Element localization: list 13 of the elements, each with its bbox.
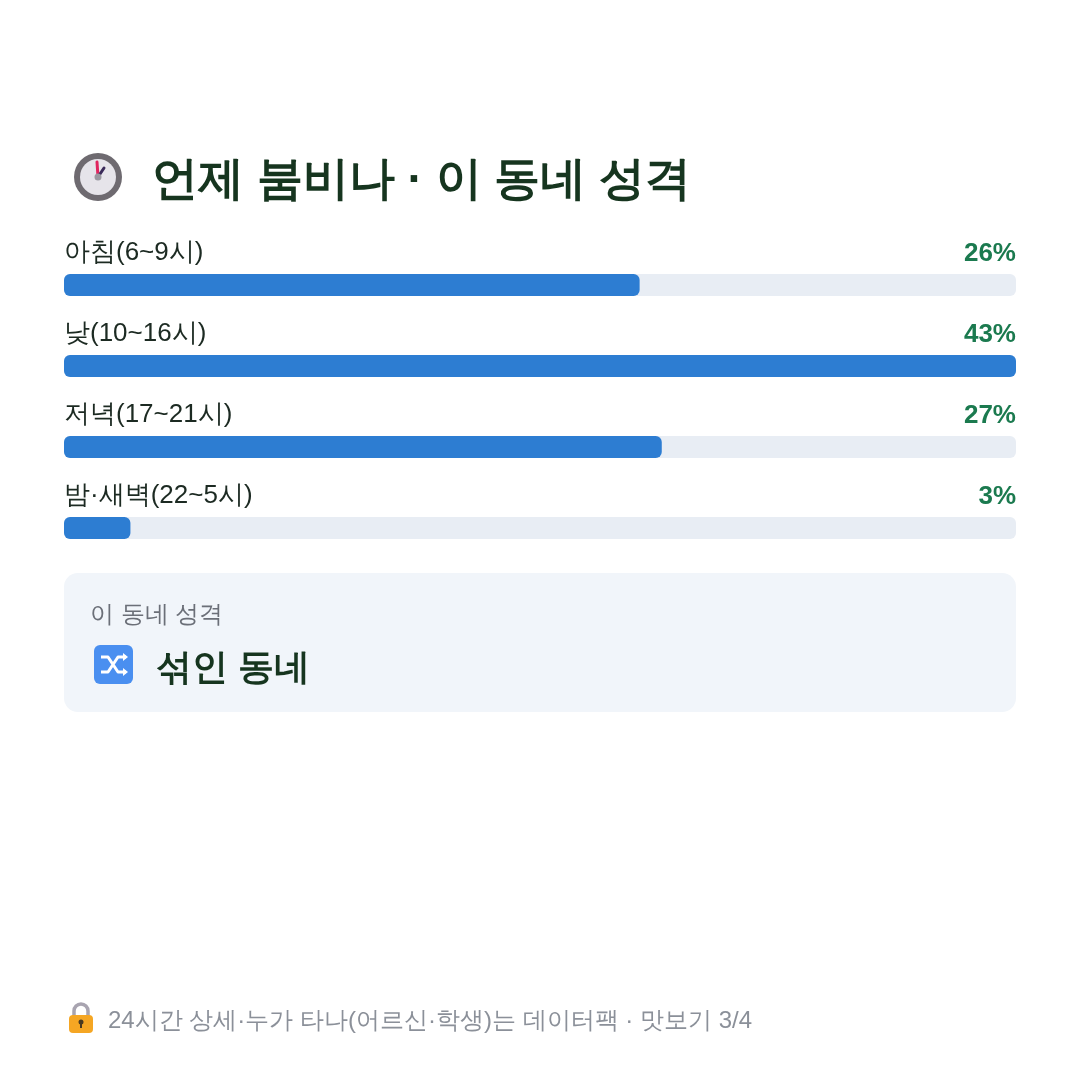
chart-title: 언제 붐비나 · 이 동네 성격: [152, 152, 692, 204]
bar: [64, 517, 131, 539]
y-tick-label: 밤·새벽(22~5시): [64, 479, 253, 509]
data-label: 27%: [963, 399, 1016, 429]
data-label: 3%: [978, 480, 1016, 510]
data-label: 26%: [963, 237, 1016, 267]
data-label: 43%: [963, 318, 1016, 348]
y-tick-label: 저녁(17~21시): [64, 398, 233, 428]
y-tick-label: 아침(6~9시): [64, 236, 204, 266]
text: 섞인 동네: [156, 646, 311, 687]
text: 24시간 상세·누가 타나(어르신·학생)는 데이터팩 · 맛보기 3/4: [108, 1006, 753, 1033]
text: 이 동네 성격: [90, 600, 224, 627]
y-tick-label: 낮(10~16시): [64, 317, 207, 347]
